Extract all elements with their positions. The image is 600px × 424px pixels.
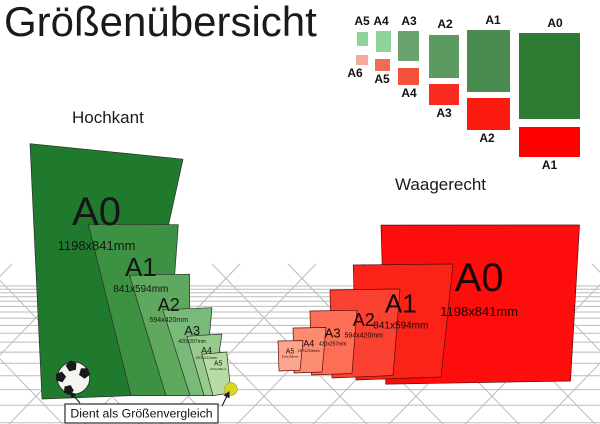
svg-text:A1: A1 bbox=[385, 288, 417, 318]
svg-text:420x297mm: 420x297mm bbox=[178, 339, 206, 345]
svg-text:A1: A1 bbox=[125, 252, 157, 282]
svg-text:1198x841mm: 1198x841mm bbox=[440, 304, 518, 319]
svg-text:297x210mm: 297x210mm bbox=[298, 348, 321, 353]
svg-text:841x594mm: 841x594mm bbox=[113, 284, 168, 295]
svg-text:A4: A4 bbox=[201, 345, 212, 355]
svg-text:A0: A0 bbox=[455, 256, 504, 300]
svg-text:841x594mm: 841x594mm bbox=[373, 321, 428, 332]
svg-text:594x420mm: 594x420mm bbox=[344, 332, 383, 339]
svg-text:1198x841mm: 1198x841mm bbox=[58, 238, 136, 253]
svg-text:594x420mm: 594x420mm bbox=[150, 317, 189, 324]
svg-text:A3: A3 bbox=[325, 325, 341, 340]
svg-text:Dient als Größenvergleich: Dient als Größenvergleich bbox=[70, 406, 212, 420]
svg-text:A2: A2 bbox=[353, 310, 375, 330]
svg-text:210x148mm: 210x148mm bbox=[210, 367, 227, 371]
svg-text:420x297mm: 420x297mm bbox=[319, 341, 347, 347]
svg-text:A4: A4 bbox=[303, 339, 314, 349]
svg-text:210x148mm: 210x148mm bbox=[282, 355, 299, 359]
svg-text:297x210mm: 297x210mm bbox=[195, 355, 218, 360]
svg-text:A0: A0 bbox=[72, 190, 121, 234]
svg-text:A2: A2 bbox=[158, 295, 180, 315]
svg-text:A3: A3 bbox=[184, 323, 200, 338]
